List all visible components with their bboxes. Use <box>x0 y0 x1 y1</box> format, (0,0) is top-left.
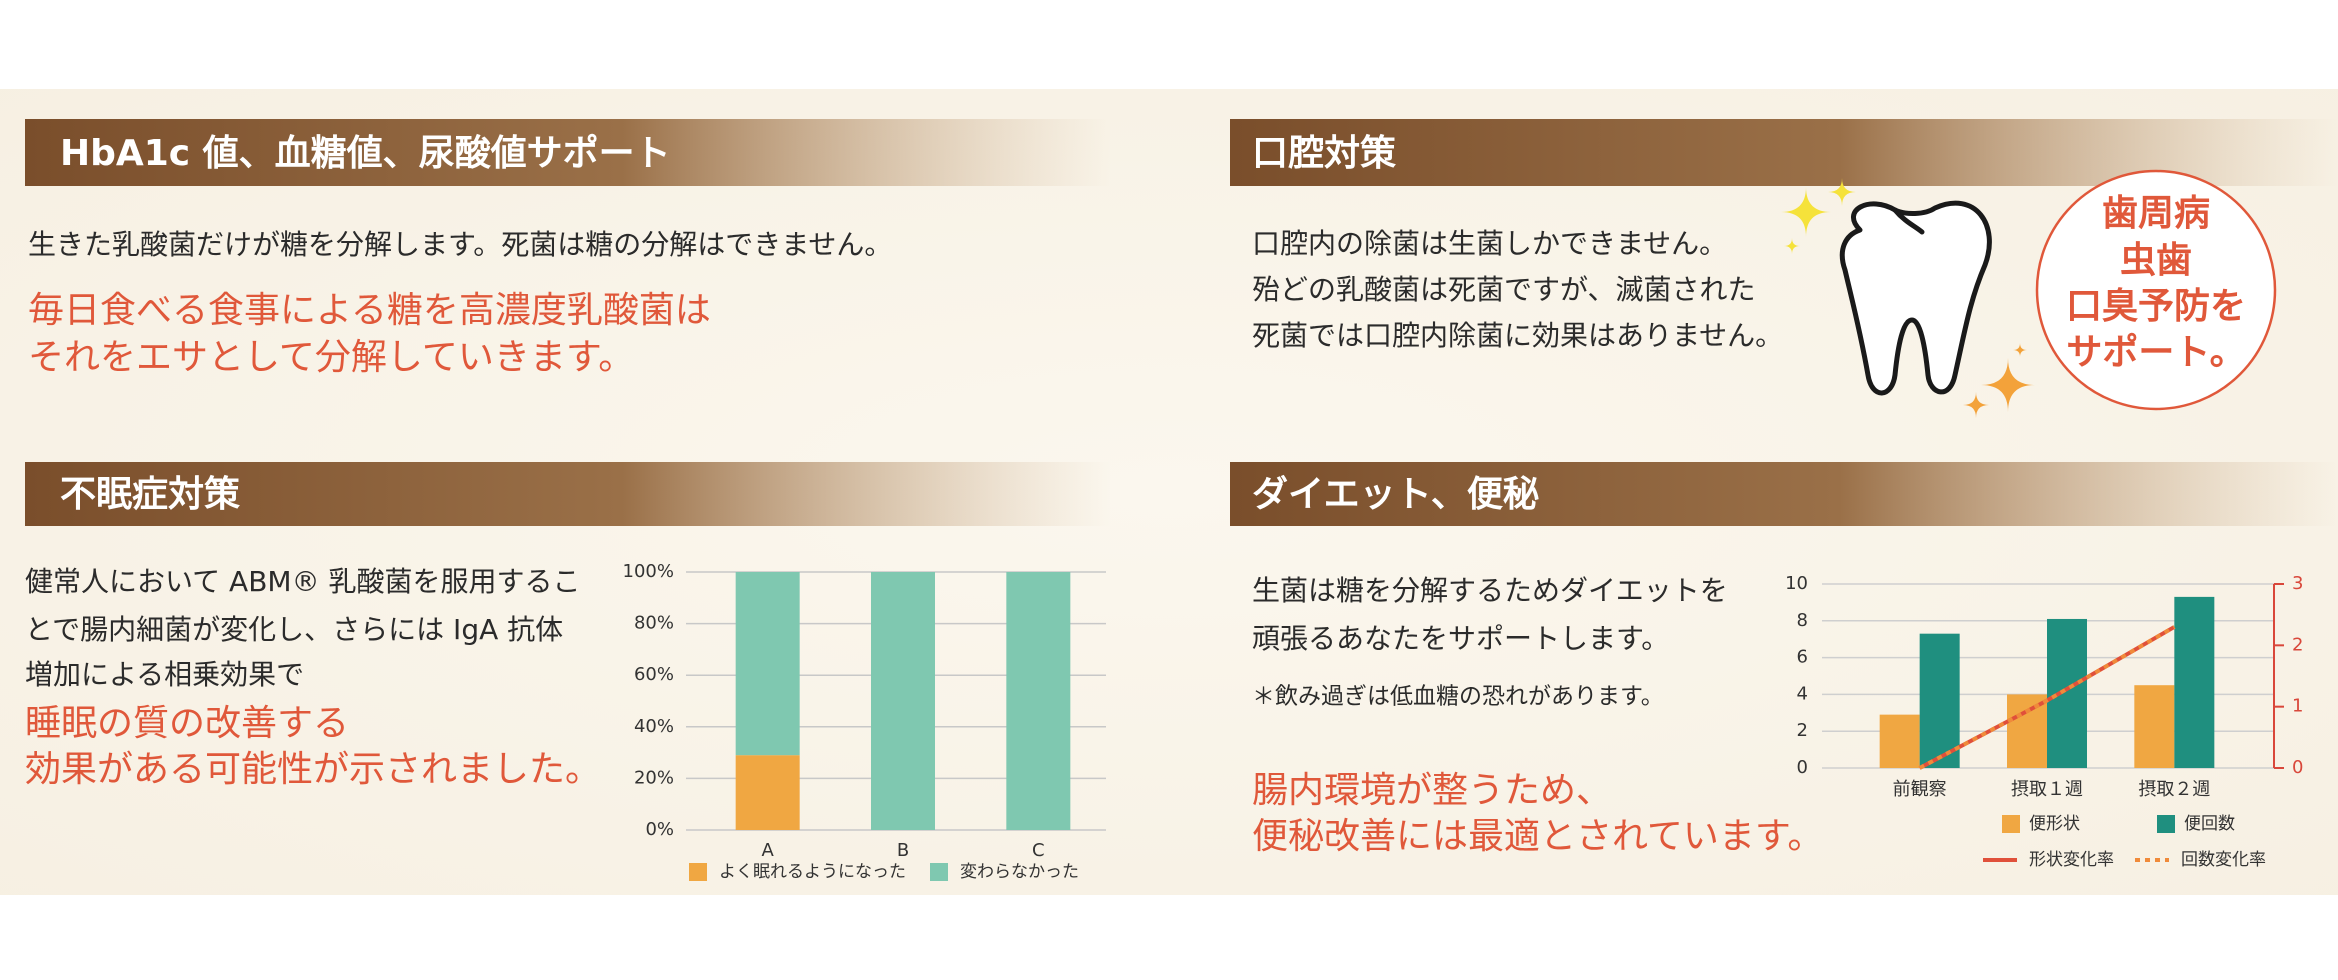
x-tick-label: C <box>1032 840 1045 861</box>
legend-label: よく眠れるようになった <box>719 862 906 882</box>
bar-segment <box>871 572 935 830</box>
tooth-icon <box>1839 200 1992 396</box>
bar-segment <box>735 755 800 830</box>
body-text: 殆どの乳酸菌は死菌ですが、滅菌された <box>1252 273 1755 306</box>
highlight-text: 腸内環境が整うため、 <box>1252 770 1612 811</box>
sparkle <box>1781 187 1831 237</box>
highlight-text: 便秘改善には最適とされています。 <box>1252 816 1823 857</box>
badge-text: 口臭予防を <box>2066 285 2246 327</box>
sparkle <box>1963 392 1989 418</box>
sparkle <box>2013 343 2027 357</box>
bar <box>2174 596 2215 768</box>
highlight-text: 毎日食べる食事による糖を高濃度乳酸菌は <box>28 290 711 331</box>
section-heading: 口腔対策 <box>1252 133 1396 174</box>
y-tick-label: 0 <box>1797 757 1808 778</box>
legend-swatch <box>2002 815 2020 833</box>
body-text: とで腸内細菌が変化し、さらには IgA 抗体 <box>25 613 563 646</box>
header-bar <box>1230 462 2338 526</box>
y-tick-label: 2 <box>1797 720 1808 741</box>
legend-label: 便回数 <box>2184 814 2235 834</box>
x-tick-label: 摂取１週 <box>2011 779 2083 800</box>
legend-label: 便形状 <box>2029 814 2080 834</box>
x-tick-label: 摂取２週 <box>2138 779 2210 800</box>
legend-swatch <box>689 863 707 881</box>
y2-tick-label: 2 <box>2292 634 2303 655</box>
section-heading: HbA1c 値、血糖値、尿酸値サポート <box>60 132 671 174</box>
highlight-text: それをエサとして分解していきます。 <box>28 337 634 378</box>
y-tick-label: 6 <box>1797 647 1808 668</box>
legend-swatch <box>930 863 948 881</box>
bar <box>2134 685 2175 768</box>
sparkle <box>1981 358 2035 412</box>
y2-tick-label: 1 <box>2292 696 2303 717</box>
bar-segment <box>735 572 800 756</box>
header-bar <box>25 462 1111 526</box>
legend-label: 形状変化率 <box>2029 850 2114 870</box>
highlight-text: 効果がある可能性が示されました。 <box>25 749 601 790</box>
y-tick-label: 8 <box>1797 610 1808 631</box>
legend-swatch <box>2157 815 2175 833</box>
x-tick-label: 前観察 <box>1893 779 1947 800</box>
bar <box>1919 633 1960 768</box>
y-tick-label: 60% <box>634 664 674 685</box>
body-text: 健常人において ABM® 乳酸菌を服用するこ <box>25 565 580 598</box>
bar-segment <box>1006 572 1071 830</box>
body-text: 生きた乳酸菌だけが糖を分解します。死菌は糖の分解はできません。 <box>28 228 892 261</box>
line-series <box>1918 625 2176 770</box>
y2-tick-label: 3 <box>2292 573 2303 594</box>
header-bar <box>25 119 1111 186</box>
body-text: 生菌は糖を分解するためダイエットを <box>1252 574 1728 607</box>
body-text: 死菌では口腔内除菌に効果はありません。 <box>1252 319 1783 352</box>
highlight-text: 睡眠の質の改善する <box>25 703 349 744</box>
body-text: 頑張るあなたをサポートします。 <box>1252 622 1669 655</box>
legend-label: 変わらなかった <box>960 862 1079 882</box>
bar <box>2047 618 2087 768</box>
y-tick-label: 4 <box>1797 683 1808 704</box>
section-heading: ダイエット、便秘 <box>1252 474 1539 515</box>
y-tick-label: 100% <box>623 561 674 582</box>
section-heading: 不眠症対策 <box>60 474 240 515</box>
y-tick-label: 20% <box>634 767 674 788</box>
bar <box>1879 714 1920 768</box>
body-text: 口腔内の除菌は生菌しかできません。 <box>1252 227 1727 260</box>
badge-text: 歯周病 <box>2102 192 2210 234</box>
badge-text: 虫歯 <box>2120 239 2192 281</box>
bar <box>2007 694 2047 768</box>
y2-tick-label: 0 <box>2292 757 2303 778</box>
y-tick-label: 40% <box>634 716 674 737</box>
legend-label: 回数変化率 <box>2181 850 2266 870</box>
y-tick-label: 10 <box>1785 573 1808 594</box>
y-tick-label: 80% <box>634 613 674 634</box>
note-text: ＊飲み過ぎは低血糖の恐れがあります。 <box>1252 684 1664 710</box>
sparkle <box>1828 178 1856 206</box>
badge-circle <box>2035 169 2277 411</box>
body-text: 増加による相乗効果で <box>25 658 304 691</box>
badge-text: サポート。 <box>2066 331 2245 373</box>
x-tick-label: A <box>762 840 775 861</box>
y-tick-label: 0% <box>645 819 674 840</box>
tooth-icon <box>1892 207 1925 235</box>
x-tick-label: B <box>897 840 909 861</box>
sparkle <box>1784 238 1800 254</box>
